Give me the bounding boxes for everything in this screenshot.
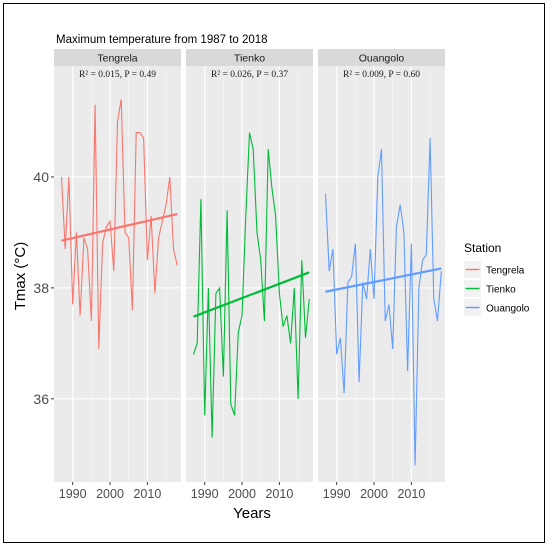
chart-title: Maximum temperature from 1987 to 2018 bbox=[56, 34, 268, 46]
facet-label: Ouangolo bbox=[359, 53, 405, 65]
x-tick-label: 2000 bbox=[228, 487, 256, 501]
x-tick-label: 1990 bbox=[323, 487, 351, 501]
x-tick-label: 2010 bbox=[133, 487, 161, 501]
series-line-ouangolo bbox=[324, 138, 442, 466]
legend-item-tienko: Tienko bbox=[464, 280, 516, 297]
stat-annotation: R² = 0.009, P = 0.60 bbox=[343, 70, 420, 80]
y-tick-label: 40 bbox=[33, 169, 49, 185]
trend-line-ouangolo bbox=[325, 267, 442, 293]
facet-strip bbox=[186, 49, 313, 66]
legend-label: Tengrela bbox=[486, 266, 525, 277]
figure-frame: Maximum temperature from 1987 to 2018 Tm… bbox=[3, 3, 545, 543]
facet-strip bbox=[318, 49, 445, 66]
x-tick-label: 2010 bbox=[397, 487, 425, 501]
stat-annotation: R² = 0.026, P = 0.37 bbox=[211, 70, 288, 80]
panel-background bbox=[318, 66, 445, 482]
facet-strip bbox=[54, 49, 181, 66]
series-line-tengrela bbox=[60, 99, 178, 349]
stat-annotation: R² = 0.015, P = 0.49 bbox=[79, 70, 156, 80]
legend-item-tengrela: Tengrela bbox=[464, 261, 525, 278]
trend-line-tengrela bbox=[61, 213, 178, 242]
x-tick-label: 1990 bbox=[191, 487, 219, 501]
legend-label: Tienko bbox=[486, 285, 516, 296]
trend-line-tienko bbox=[193, 271, 310, 318]
facet-label: Tienko bbox=[234, 53, 265, 65]
x-tick-label: 1990 bbox=[59, 487, 87, 501]
x-tick-label: 2000 bbox=[96, 487, 124, 501]
x-axis-label: Years bbox=[233, 505, 271, 522]
panel-ouangolo: Ouangolo R² = 0.009, P = 0.60 1990 2000 2010 bbox=[318, 49, 445, 501]
panel-tengrela: Tengrela R² = 0.015, P = 0.49 1990 2000 2010… bbox=[33, 49, 181, 501]
facet-label: Tengrela bbox=[97, 53, 137, 65]
x-tick-label: 2000 bbox=[360, 487, 388, 501]
series-line-tienko bbox=[192, 132, 310, 438]
y-tick-label: 36 bbox=[33, 391, 49, 407]
x-tick-label: 2010 bbox=[265, 487, 293, 501]
panel-tienko: Tienko R² = 0.026, P = 0.37 1990 2000 2010 bbox=[186, 49, 313, 501]
chart-svg: Maximum temperature from 1987 to 2018 Tm… bbox=[12, 34, 530, 522]
legend-label: Ouangolo bbox=[486, 304, 530, 315]
y-tick-label: 38 bbox=[33, 280, 49, 296]
y-axis-label: Tmax (°C) bbox=[12, 242, 29, 311]
legend: Station Tengrela Tienko Ouangolo bbox=[464, 241, 530, 316]
legend-item-ouangolo: Ouangolo bbox=[464, 299, 530, 316]
legend-title: Station bbox=[464, 241, 501, 255]
